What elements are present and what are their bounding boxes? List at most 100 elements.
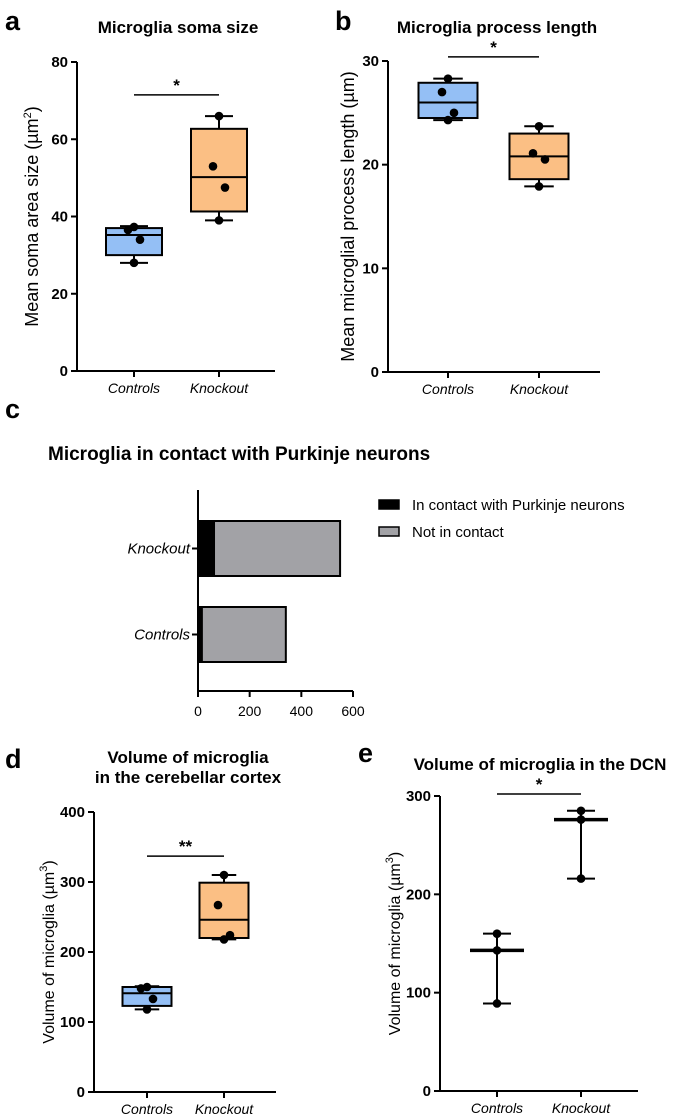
panel-a: a Microglia soma size 0 20 40 60 80 Mean soma a…	[5, 6, 275, 396]
y-axis-label-text: Volume of microglia (µm	[387, 863, 404, 1035]
data-point	[576, 815, 586, 824]
x-tick-label: Controls	[108, 380, 160, 396]
bar-controls-not-in-contact	[200, 606, 287, 663]
y-tick-label: 0	[77, 1084, 85, 1101]
legend-swatch	[378, 526, 400, 537]
data-point	[443, 115, 453, 125]
y-axis-label: Volume of microglia (µm3)	[38, 860, 58, 1043]
x-tick-label: Knockout	[552, 1100, 611, 1116]
y-tick-label: 200	[60, 944, 85, 961]
y-axis-label-end: )	[22, 106, 42, 112]
x-tick-label: Knockout	[195, 1101, 254, 1116]
y-tick-label: 60	[51, 131, 68, 148]
data-point	[437, 87, 447, 97]
y-tick-label: 0	[423, 1083, 431, 1100]
data-point	[576, 874, 586, 883]
y-tick-label: 20	[362, 157, 379, 174]
y-axis-label-text: Mean microglial process length (µm)	[338, 71, 358, 361]
x-tick-label: 600	[341, 703, 365, 719]
panel-e: e Volume of microglia in the DCN 0 100 200 30…	[358, 738, 666, 1116]
y-axis-label: Mean microglial process length (µm)	[338, 71, 358, 361]
data-point	[534, 122, 544, 131]
significance-label: *	[536, 775, 543, 794]
chart-title: in the cerebellar cortex	[95, 768, 282, 787]
panel-label: d	[5, 744, 22, 774]
y-axis-label-end: )	[387, 852, 404, 857]
data-point	[528, 148, 538, 158]
x-tick-label: Controls	[121, 1101, 173, 1116]
bar-knockout-not-in-contact	[213, 520, 342, 577]
significance-label: *	[490, 38, 497, 57]
y-tick-label: 30	[362, 53, 379, 70]
data-point	[129, 258, 139, 268]
chart-title: Microglia process length	[397, 18, 597, 37]
y-tick-label: 0	[371, 364, 379, 381]
y-tick-label: 100	[406, 985, 431, 1002]
data-point	[449, 108, 459, 118]
y-tick-label: 20	[51, 286, 68, 303]
y-tick-label: 0	[60, 363, 68, 380]
data-point	[540, 155, 550, 164]
y-axis-label-end: )	[41, 860, 58, 865]
y-tick-label: Controls	[134, 627, 190, 644]
data-point	[443, 74, 453, 83]
bar-knockout-in-contact	[197, 520, 216, 577]
data-point	[219, 935, 229, 944]
y-axis-label: Mean soma area size (µm2)	[22, 106, 42, 327]
y-axis-label-superscript: 3	[384, 857, 396, 863]
chart-title: Volume of microglia in the DCN	[414, 755, 667, 774]
y-tick-label: 400	[60, 804, 85, 821]
y-tick-label: 100	[60, 1014, 85, 1031]
y-axis-label-superscript: 2	[22, 112, 34, 118]
data-point	[214, 111, 224, 121]
box-controls	[417, 81, 479, 120]
data-point	[492, 946, 502, 955]
y-tick-label: 200	[406, 886, 431, 903]
legend-item: Not in contact	[378, 524, 505, 541]
box-knockout	[198, 881, 250, 940]
y-axis-label-text: Volume of microglia (µm	[41, 872, 58, 1044]
x-tick-label: Controls	[422, 381, 474, 397]
y-tick-label: 300	[60, 874, 85, 891]
data-point	[135, 235, 145, 244]
data-point	[220, 183, 230, 192]
data-point	[219, 870, 229, 880]
x-tick-label: Knockout	[190, 380, 249, 396]
box-knockout	[190, 127, 248, 213]
data-point	[492, 999, 502, 1008]
box-controls	[105, 227, 163, 257]
data-point	[208, 161, 218, 171]
legend-item: In contact with Purkinje neurons	[378, 497, 625, 514]
y-tick-label: 10	[362, 260, 379, 277]
data-point	[492, 929, 502, 938]
significance-label: **	[179, 837, 193, 856]
chart-title: Volume of microglia	[107, 748, 269, 767]
data-point	[225, 930, 235, 940]
panel-label: a	[5, 6, 21, 36]
y-axis-label-text: Mean soma area size (µm	[22, 118, 42, 326]
data-point	[214, 216, 224, 225]
y-tick-label: 300	[406, 788, 431, 805]
panel-label: b	[335, 6, 352, 36]
legend-label: In contact with Purkinje neurons	[412, 497, 625, 514]
data-point	[123, 225, 133, 235]
y-tick-label: Knockout	[127, 541, 190, 558]
x-tick-label: Knockout	[510, 381, 569, 397]
x-tick-label: Controls	[471, 1100, 523, 1116]
panel-label: e	[358, 738, 373, 768]
y-axis-label: Volume of microglia (µm3)	[384, 852, 404, 1035]
x-tick-label: 400	[290, 703, 314, 719]
y-tick-label: 40	[51, 209, 68, 226]
panel-label: c	[5, 394, 20, 424]
y-tick-label: 80	[51, 54, 68, 71]
chart-title: Microglia soma size	[98, 18, 259, 37]
data-point	[142, 1005, 152, 1014]
data-point	[148, 994, 158, 1004]
x-tick-label: 0	[194, 703, 202, 719]
legend-swatch	[378, 499, 400, 510]
data-point	[136, 984, 146, 993]
data-point	[534, 182, 544, 191]
significance-label: *	[173, 76, 180, 95]
